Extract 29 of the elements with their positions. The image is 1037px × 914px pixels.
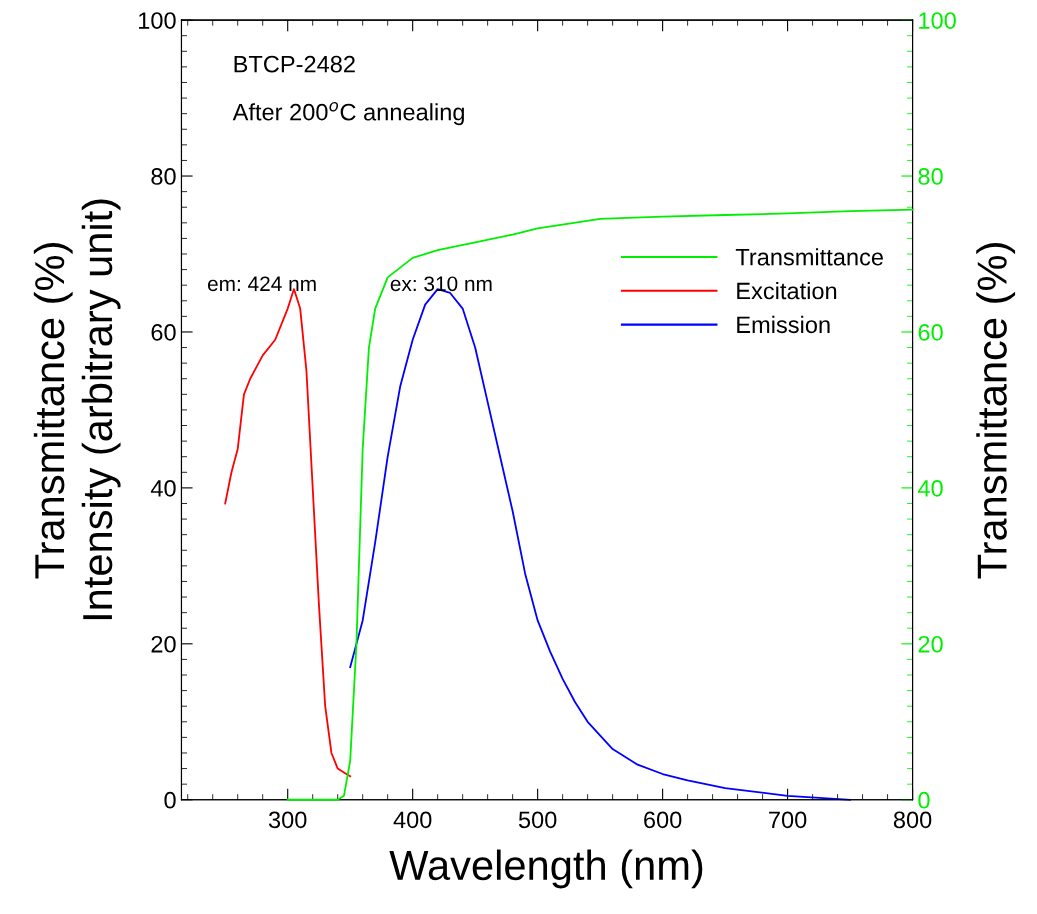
y-tick-label: 20 bbox=[151, 635, 176, 653]
y-tick-label: 40 bbox=[150, 479, 176, 497]
y-tick-label: 60 bbox=[151, 324, 176, 341]
annotation: BTCP-2482 bbox=[234, 55, 355, 73]
legend-label: Emission bbox=[737, 315, 830, 334]
annotation: After 200$^{o}$C annealing bbox=[232, 101, 464, 126]
x-tick-label: 800 bbox=[893, 811, 932, 829]
y2-tick-label: 40 bbox=[917, 479, 943, 497]
y2-tick-label: 0 bbox=[918, 791, 930, 809]
y-tick-label: 100 bbox=[139, 12, 176, 29]
x-tick-label: 500 bbox=[518, 811, 557, 829]
y-tick-label: 0 bbox=[164, 791, 176, 809]
x-tick-label: 600 bbox=[644, 811, 682, 829]
x-tick-label: 400 bbox=[393, 811, 432, 829]
annotation: em: 424 nm bbox=[207, 276, 316, 292]
y-axis-title: Transmittance (%) Intensity (arbitrary unit) bbox=[33, 199, 121, 620]
x-tick-label: 300 bbox=[268, 811, 307, 829]
legend-label: Transmittance bbox=[735, 248, 883, 266]
x-axis-title: Wavelength (nm) bbox=[389, 849, 703, 889]
y2-tick-label: 80 bbox=[918, 168, 943, 185]
y2-tick-label: 60 bbox=[918, 324, 943, 341]
x-tick-label: 700 bbox=[769, 811, 807, 829]
y-tick-label: 80 bbox=[151, 168, 176, 185]
line-series bbox=[286, 208, 914, 801]
y2-axis-title: Transmittance (%) bbox=[976, 243, 1016, 579]
annotation: ex: 310 nm bbox=[390, 276, 492, 292]
legend-label: Excitation bbox=[737, 281, 837, 300]
y2-tick-label: 100 bbox=[919, 12, 956, 29]
y2-tick-label: 20 bbox=[918, 635, 943, 653]
